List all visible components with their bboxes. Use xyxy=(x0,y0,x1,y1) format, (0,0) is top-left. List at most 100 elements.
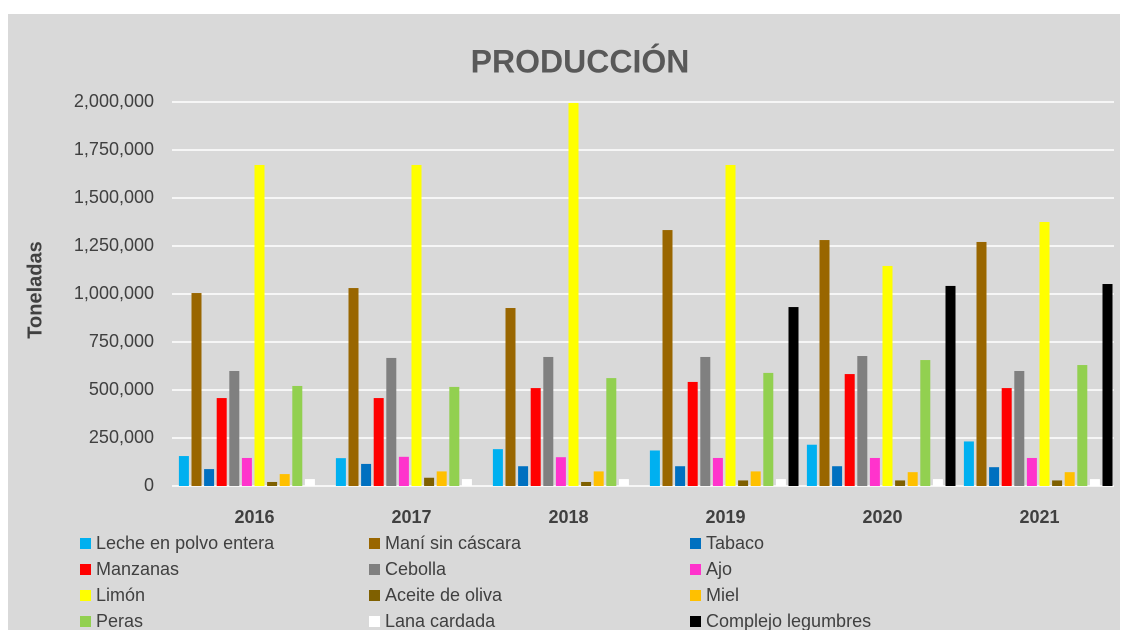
legend-swatch xyxy=(690,564,701,575)
bar xyxy=(492,449,503,486)
bar xyxy=(191,293,202,486)
bar xyxy=(449,386,460,486)
bar xyxy=(1001,388,1012,486)
bar xyxy=(675,466,686,486)
bar xyxy=(775,479,786,486)
bar xyxy=(373,398,384,486)
bar xyxy=(335,458,346,486)
legend-label: Complejo legumbres xyxy=(706,611,871,630)
bar xyxy=(543,356,554,486)
bar xyxy=(1077,365,1088,486)
y-axis-label: Toneladas xyxy=(24,241,46,338)
legend-label: Tabaco xyxy=(706,533,764,553)
bar xyxy=(763,372,774,486)
legend-swatch xyxy=(369,616,380,627)
y-tick-label: 750,000 xyxy=(89,331,154,351)
bar xyxy=(806,444,817,486)
legend-swatch xyxy=(369,564,380,575)
legend-label: Lana cardada xyxy=(385,611,496,630)
bar xyxy=(857,356,868,486)
bar xyxy=(712,457,723,486)
y-tick-label: 1,250,000 xyxy=(74,235,154,255)
legend-label: Leche en polvo entera xyxy=(96,533,275,553)
legend-label: Miel xyxy=(706,585,739,605)
x-tick-label: 2021 xyxy=(1019,507,1059,527)
bar xyxy=(976,241,987,486)
bar xyxy=(618,479,629,486)
bar xyxy=(662,230,673,486)
bar xyxy=(267,481,278,486)
bar xyxy=(555,457,566,486)
x-tick-label: 2018 xyxy=(548,507,588,527)
y-tick-label: 1,000,000 xyxy=(74,283,154,303)
bar xyxy=(398,456,409,486)
chart-title: PRODUCCIÓN xyxy=(471,43,690,79)
bar xyxy=(411,164,422,486)
bar xyxy=(832,466,843,486)
legend-swatch xyxy=(80,616,91,627)
bar xyxy=(687,381,698,486)
y-tick-label: 2,000,000 xyxy=(74,91,154,111)
bar xyxy=(920,360,931,486)
bar xyxy=(216,398,227,486)
bar xyxy=(436,471,447,486)
bar xyxy=(989,467,1000,486)
legend-label: Aceite de oliva xyxy=(385,585,503,605)
y-tick-label: 0 xyxy=(144,475,154,495)
bar xyxy=(241,457,252,486)
bar xyxy=(945,285,956,486)
legend-swatch xyxy=(690,590,701,601)
bar xyxy=(348,288,359,486)
bar xyxy=(1052,480,1063,486)
bar xyxy=(869,457,880,486)
y-tick-label: 1,750,000 xyxy=(74,139,154,159)
bar xyxy=(581,481,592,486)
bar xyxy=(895,480,906,486)
bar xyxy=(229,370,240,486)
bar xyxy=(593,471,604,486)
bar xyxy=(1039,222,1050,486)
bar xyxy=(1026,457,1037,486)
bar xyxy=(279,474,290,486)
bar xyxy=(1064,472,1075,486)
bar xyxy=(606,378,617,486)
x-tick-label: 2020 xyxy=(862,507,902,527)
bar xyxy=(725,164,736,486)
y-tick-label: 250,000 xyxy=(89,427,154,447)
bar xyxy=(819,240,830,486)
x-tick-label: 2017 xyxy=(391,507,431,527)
bar xyxy=(568,102,579,487)
legend-swatch xyxy=(369,538,380,549)
legend-swatch xyxy=(80,538,91,549)
bar xyxy=(1014,370,1025,486)
legend-label: Limón xyxy=(96,585,145,605)
x-tick-label: 2016 xyxy=(234,507,274,527)
legend-swatch xyxy=(690,538,701,549)
y-tick-label: 1,500,000 xyxy=(74,187,154,207)
bar xyxy=(907,472,918,486)
bar xyxy=(304,479,315,486)
legend-label: Ajo xyxy=(706,559,732,579)
bar xyxy=(424,477,435,486)
bar xyxy=(505,308,516,486)
bar xyxy=(1089,479,1100,486)
legend-swatch xyxy=(80,590,91,601)
bar xyxy=(844,374,855,486)
bar xyxy=(963,441,974,486)
x-tick-label: 2019 xyxy=(705,507,745,527)
legend-label: Manzanas xyxy=(96,559,179,579)
bar xyxy=(178,456,189,486)
bar xyxy=(386,357,397,486)
legend-swatch xyxy=(690,616,701,627)
bar xyxy=(882,265,893,486)
bar xyxy=(700,356,711,486)
legend-swatch xyxy=(80,564,91,575)
bar xyxy=(461,479,472,486)
bar xyxy=(518,466,529,486)
bar xyxy=(1102,284,1113,486)
legend-label: Maní sin cáscara xyxy=(385,533,522,553)
legend-swatch xyxy=(369,590,380,601)
bar xyxy=(738,480,749,486)
